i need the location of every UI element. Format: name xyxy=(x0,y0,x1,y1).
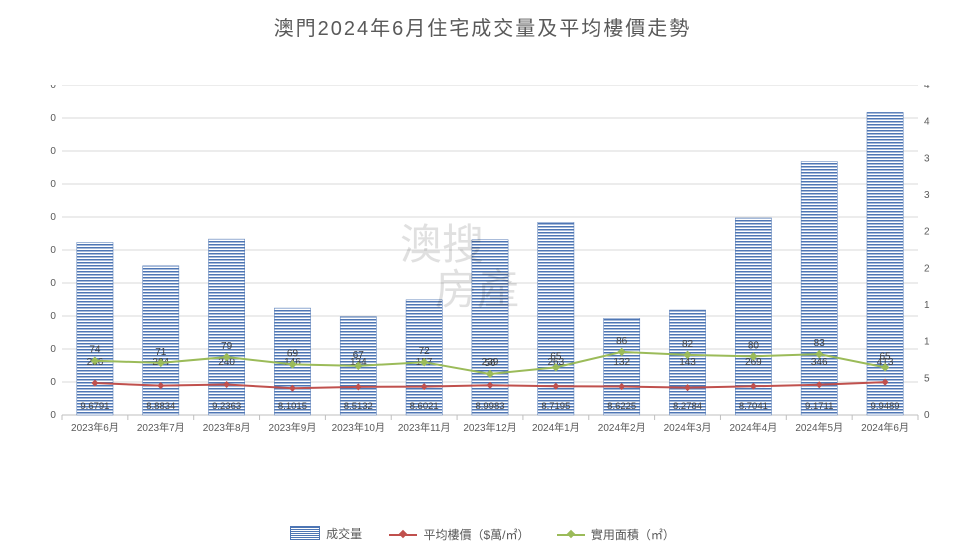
svg-text:72: 72 xyxy=(419,346,431,357)
svg-text:2024年3月: 2024年3月 xyxy=(664,421,712,434)
svg-text:8.7195: 8.7195 xyxy=(541,401,570,412)
svg-text:2024年1月: 2024年1月 xyxy=(532,421,580,434)
svg-text:9.2363: 9.2363 xyxy=(212,401,241,412)
svg-text:8.6225: 8.6225 xyxy=(607,401,636,412)
legend-label: 實用面積（㎡） xyxy=(591,526,675,543)
legend-label: 平均樓價（$萬/㎡） xyxy=(423,526,529,543)
chart-plot: 0.0000 10.0000 20.0000 30.0000 40.0000 50.000… xyxy=(50,85,930,465)
svg-text:83: 83 xyxy=(814,338,826,349)
svg-text:2023年10月: 2023年10月 xyxy=(332,421,385,434)
svg-text:450: 450 xyxy=(924,85,930,91)
svg-text:8.5132: 8.5132 xyxy=(344,401,373,412)
legend-item-transactions: 成交量 xyxy=(290,525,362,542)
line-icon xyxy=(389,528,417,540)
svg-text:79: 79 xyxy=(221,341,233,352)
svg-text:60.0000: 60.0000 xyxy=(50,212,56,223)
svg-text:0: 0 xyxy=(924,410,930,421)
svg-text:80: 80 xyxy=(748,340,760,351)
legend: 成交量 平均樓價（$萬/㎡） 實用面積（㎡） xyxy=(0,525,965,544)
svg-text:8.2784: 8.2784 xyxy=(673,401,702,412)
svg-text:20.0000: 20.0000 xyxy=(50,344,56,355)
legend-item-avg-price: 平均樓價（$萬/㎡） xyxy=(389,526,529,543)
svg-text:132: 132 xyxy=(613,357,630,368)
svg-text:90.0000: 90.0000 xyxy=(50,113,56,124)
svg-text:250: 250 xyxy=(924,227,930,238)
svg-text:400: 400 xyxy=(924,117,930,128)
svg-text:10.0000: 10.0000 xyxy=(50,377,56,388)
svg-text:9.6791: 9.6791 xyxy=(80,401,109,412)
bar-icon xyxy=(290,526,320,540)
svg-text:100.0000: 100.0000 xyxy=(50,85,56,91)
svg-text:2024年2月: 2024年2月 xyxy=(598,421,646,434)
svg-text:2023年7月: 2023年7月 xyxy=(137,421,185,434)
svg-text:2023年8月: 2023年8月 xyxy=(203,421,251,434)
svg-text:350: 350 xyxy=(924,153,930,164)
svg-text:80.0000: 80.0000 xyxy=(50,146,56,157)
svg-text:0.0000: 0.0000 xyxy=(50,410,56,421)
svg-text:50: 50 xyxy=(924,373,930,384)
chart-title: 澳門2024年6月住宅成交量及平均樓價走勢 xyxy=(0,12,965,41)
svg-text:2024年5月: 2024年5月 xyxy=(795,421,843,434)
svg-text:2023年12月: 2023年12月 xyxy=(463,421,516,434)
svg-text:150: 150 xyxy=(924,300,930,311)
legend-label: 成交量 xyxy=(326,525,362,542)
svg-text:8.6021: 8.6021 xyxy=(410,401,439,412)
svg-text:40.0000: 40.0000 xyxy=(50,278,56,289)
svg-text:30.0000: 30.0000 xyxy=(50,311,56,322)
svg-text:65: 65 xyxy=(880,351,892,362)
svg-text:8.7041: 8.7041 xyxy=(739,401,768,412)
svg-text:2023年6月: 2023年6月 xyxy=(71,421,119,434)
svg-text:200: 200 xyxy=(924,263,930,274)
svg-text:9.9489: 9.9489 xyxy=(871,401,900,412)
svg-text:74: 74 xyxy=(89,345,101,356)
legend-item-area: 實用面積（㎡） xyxy=(557,526,675,543)
svg-text:69: 69 xyxy=(287,348,299,359)
svg-text:50.0000: 50.0000 xyxy=(50,245,56,256)
svg-text:82: 82 xyxy=(682,339,694,350)
line-icon xyxy=(557,528,585,540)
svg-text:8.9983: 8.9983 xyxy=(475,401,504,412)
svg-text:9.1711: 9.1711 xyxy=(805,401,833,412)
svg-text:56: 56 xyxy=(484,358,496,369)
svg-text:2024年6月: 2024年6月 xyxy=(861,421,909,434)
svg-text:71: 71 xyxy=(155,347,167,358)
svg-text:2024年4月: 2024年4月 xyxy=(729,421,777,434)
svg-text:70.0000: 70.0000 xyxy=(50,179,56,190)
svg-text:2023年11月: 2023年11月 xyxy=(398,421,451,434)
svg-text:67: 67 xyxy=(353,350,365,361)
svg-text:8.1015: 8.1015 xyxy=(278,401,307,412)
svg-text:65: 65 xyxy=(550,351,562,362)
svg-text:86: 86 xyxy=(616,336,628,347)
svg-text:100: 100 xyxy=(924,337,930,348)
svg-text:300: 300 xyxy=(924,190,930,201)
svg-text:8.8834: 8.8834 xyxy=(146,401,175,412)
svg-text:346: 346 xyxy=(811,357,828,368)
svg-text:2023年9月: 2023年9月 xyxy=(269,421,317,434)
